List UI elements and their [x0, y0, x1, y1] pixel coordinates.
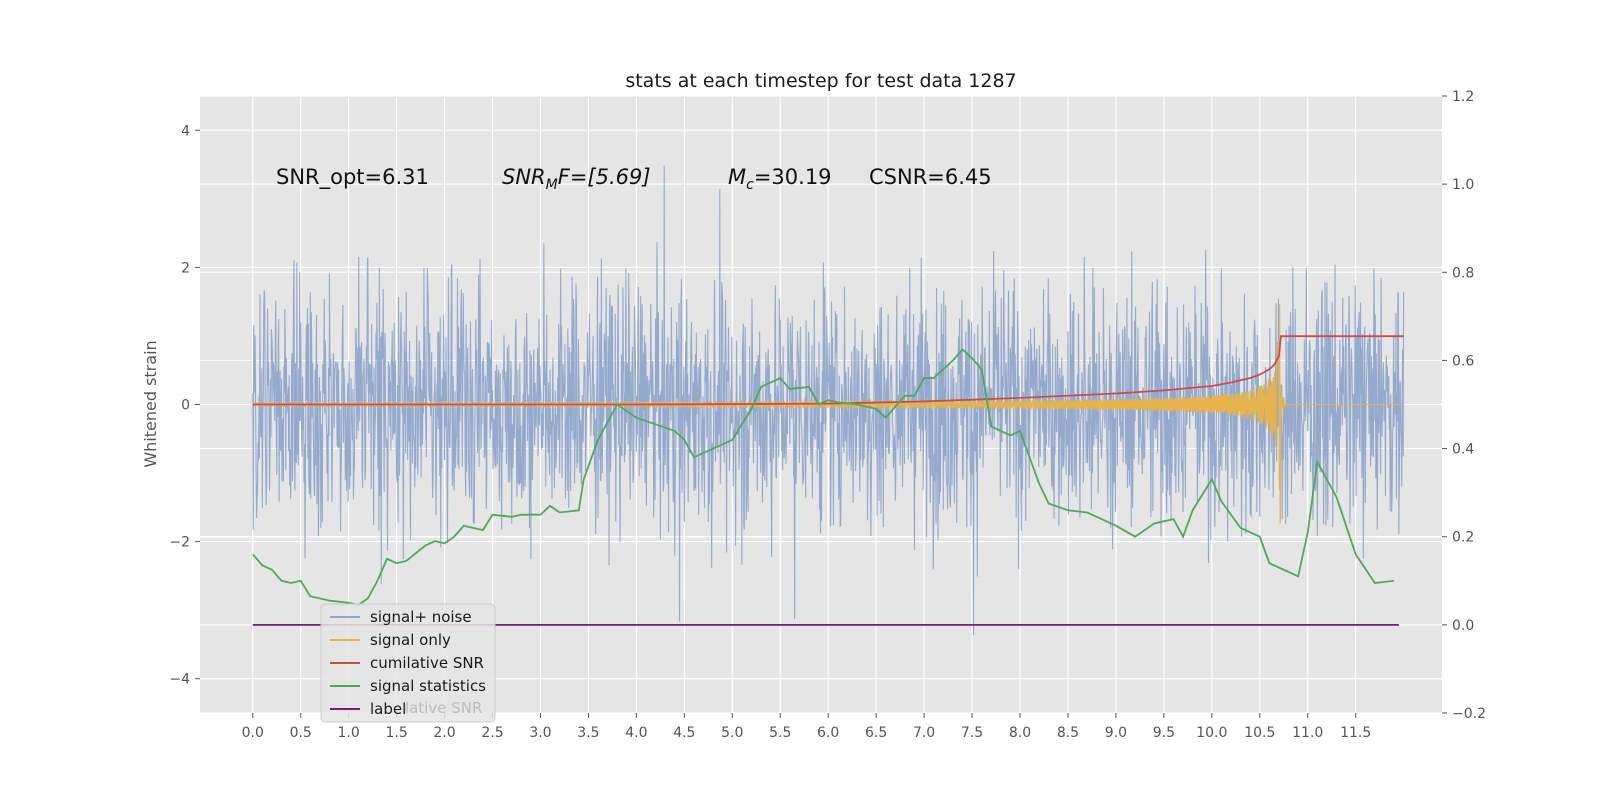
x-tick-label: 11.5: [1340, 725, 1371, 741]
y-tick-label: −2: [169, 535, 190, 551]
legend-label-signal-only: signal only: [370, 631, 451, 649]
x-tick-label: 9.0: [1105, 725, 1127, 741]
x-tick-label: 6.0: [817, 725, 839, 741]
legend-label-signal-plus-noise: signal+ noise: [370, 608, 472, 626]
x-tick-label: 9.5: [1153, 725, 1175, 741]
annotation-snr-mf: SNRMF=[5.69]: [502, 165, 651, 193]
x-tick-label: 8.5: [1057, 725, 1079, 741]
x-tick-label: 3.5: [577, 725, 599, 741]
y2-tick-label: 0.4: [1452, 442, 1474, 458]
x-tick-label: 1.0: [338, 725, 360, 741]
annotation-snr-opt: SNR_opt=6.31: [276, 165, 429, 190]
legend-label-signal-statistics: signal statistics: [370, 677, 486, 695]
x-tick-label: 3.0: [529, 725, 551, 741]
x-tick-label: 5.5: [769, 725, 791, 741]
x-tick-label: 0.0: [242, 725, 264, 741]
x-tick-label: 4.5: [673, 725, 695, 741]
x-tick-label: 2.0: [433, 725, 455, 741]
x-tick-label: 2.5: [481, 725, 503, 741]
x-tick-label: 10.0: [1196, 725, 1227, 741]
series-signal-plus-noise: [252, 165, 1405, 636]
y-tick-label: 2: [181, 260, 190, 276]
y2-tick-label: 0.8: [1452, 265, 1474, 281]
annotation-mc: Mc=30.19: [728, 165, 832, 193]
cumulative-snr-line: [252, 335, 1404, 406]
legend-box: [320, 603, 496, 723]
y-tick-label: 0: [181, 398, 190, 414]
y-axis-right: 1.2 1.0 0.8 0.6 0.4 0.2 0.0 −0.2: [1442, 89, 1486, 722]
signal-only-line: [252, 304, 1404, 524]
x-tick-label: 4.0: [625, 725, 647, 741]
chart-title: stats at each timestep for test data 128…: [625, 70, 1016, 92]
x-axis: 0.0 0.5 1.0 1.5 2.0 2.5 3.0 3.5 4.0 4.5 5.0 5.5 6.0 6…: [242, 713, 1371, 741]
y2-tick-label: 1.0: [1452, 177, 1474, 193]
x-tick-label: 7.0: [913, 725, 935, 741]
y2-tick-label: 0.2: [1452, 530, 1474, 546]
x-tick-label: 5.0: [721, 725, 743, 741]
y2-tick-label: 0.6: [1452, 353, 1474, 369]
signal-plus-noise-line: [252, 165, 1405, 636]
y-axis-left: 4 2 0 −2 −4: [169, 123, 200, 688]
series-signal-only: [252, 304, 1404, 524]
legend-label-label: label: [370, 700, 406, 718]
y-axis-label: Whitened strain: [141, 340, 160, 467]
y2-tick-label: 1.2: [1452, 89, 1474, 105]
y2-tick-label: 0.0: [1452, 618, 1474, 634]
y2-tick-label: −0.2: [1452, 706, 1486, 722]
legend-ghost-text: lative SNR: [405, 699, 482, 717]
y-tick-label: −4: [169, 672, 190, 688]
y-tick-label: 4: [181, 123, 190, 139]
x-tick-label: 7.5: [961, 725, 983, 741]
x-tick-label: 6.5: [865, 725, 887, 741]
x-tick-label: 11.0: [1292, 725, 1323, 741]
x-tick-label: 8.0: [1009, 725, 1031, 741]
legend-label-cumulative-snr: cumilative SNR: [370, 654, 484, 672]
x-tick-label: 10.5: [1244, 725, 1275, 741]
x-tick-label: 0.5: [290, 725, 312, 741]
x-tick-label: 1.5: [385, 725, 407, 741]
annotation-csnr: CSNR=6.45: [869, 165, 992, 189]
signal-statistics-line: [252, 348, 1395, 606]
legend: lative SNR signal+ noise signal only cum…: [320, 603, 496, 723]
